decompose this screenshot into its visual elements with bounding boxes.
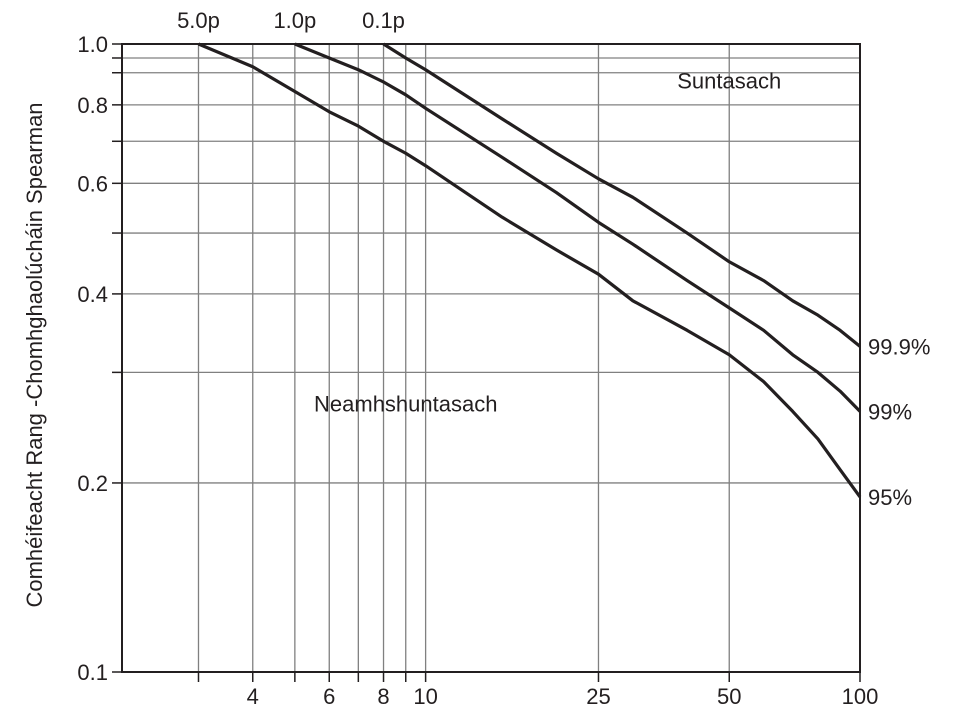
- grid: [122, 43, 861, 673]
- labels: 95% 99% 99.9% 5.0p 1.0p 0.1p Suntasach Neamhshu…: [177, 8, 930, 510]
- x-tick-label: 4: [247, 684, 259, 709]
- region-annotation: Suntasach: [677, 68, 781, 93]
- y-tick-label: 1.0: [77, 32, 108, 57]
- axis-ticks: 0.1 0.2 0.4 0.6 0.8 1.0 4 6 8 10 25 50 100: [77, 32, 878, 709]
- x-tick-label: 10: [413, 684, 437, 709]
- y-axis-label: Comhéifeacht Rang -Chomhghaolúcháin Spea…: [22, 102, 47, 607]
- series-label: 95%: [868, 485, 912, 510]
- series-line-999: [382, 42, 862, 348]
- x-tick-label: 100: [842, 684, 879, 709]
- x-tick-label: 25: [586, 684, 610, 709]
- x-tick-label: 6: [323, 684, 335, 709]
- top-significance-label: 1.0p: [273, 8, 316, 33]
- x-tick-label: 8: [377, 684, 389, 709]
- region-annotation: Neamhshuntasach: [314, 391, 497, 416]
- series-label: 99.9%: [868, 334, 930, 359]
- series-label: 99%: [868, 399, 912, 424]
- x-tick-label: 50: [717, 684, 741, 709]
- series-line-95: [197, 42, 862, 498]
- plot-border: [121, 43, 861, 673]
- y-tick-label: 0.2: [77, 471, 108, 496]
- top-significance-label: 5.0p: [177, 8, 220, 33]
- y-tick-label: 0.8: [77, 93, 108, 118]
- plot-frame: [121, 43, 861, 673]
- y-tick-label: 0.4: [77, 282, 108, 307]
- series-line-99: [294, 42, 862, 413]
- top-significance-label: 0.1p: [362, 8, 405, 33]
- y-tick-label: 0.6: [77, 171, 108, 196]
- series-lines: [197, 42, 862, 498]
- y-tick-label: 0.1: [77, 660, 108, 685]
